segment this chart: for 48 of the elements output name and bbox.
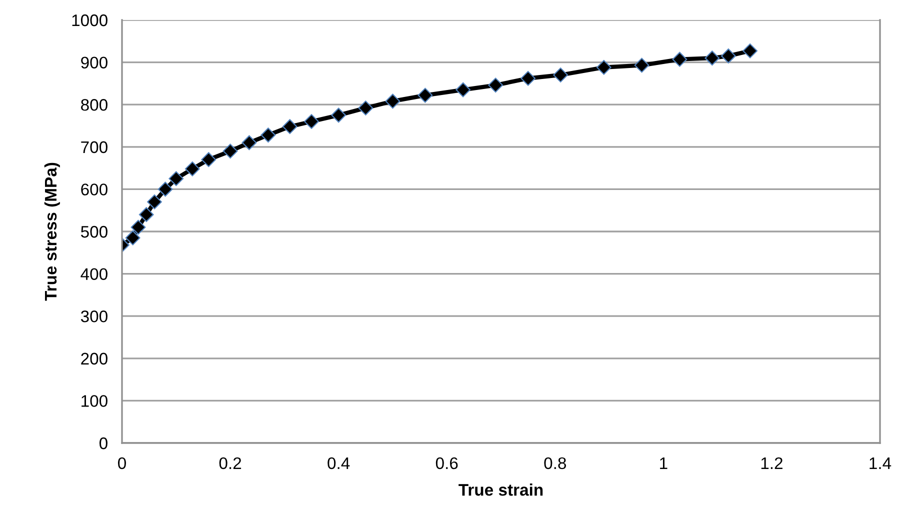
point bbox=[418, 88, 433, 103]
point bbox=[168, 171, 184, 186]
x-tick-label: 1.4 bbox=[870, 458, 892, 469]
x-tick-label: 0.8 bbox=[544, 457, 566, 470]
y-tick-label: 600 bbox=[81, 184, 108, 196]
point bbox=[634, 58, 650, 73]
y-tick-label: 700 bbox=[81, 141, 108, 154]
point bbox=[242, 135, 257, 150]
y-tick-label: 900 bbox=[81, 56, 108, 69]
point bbox=[147, 194, 162, 210]
point bbox=[385, 94, 400, 109]
point bbox=[201, 152, 216, 168]
point bbox=[184, 161, 200, 176]
x-tick-label: 1.2 bbox=[761, 457, 782, 469]
point bbox=[488, 78, 504, 93]
point bbox=[720, 48, 736, 64]
y-tick-label: 800 bbox=[81, 99, 108, 111]
point bbox=[456, 82, 471, 98]
y-tick-label: 500 bbox=[80, 226, 108, 238]
x-axis-title: True strain bbox=[458, 484, 543, 496]
y-tick-label: 0 bbox=[99, 437, 108, 450]
x-tick-label: 0.4 bbox=[328, 457, 350, 470]
y-tick-label: 300 bbox=[80, 310, 108, 322]
point bbox=[596, 60, 612, 75]
point bbox=[742, 43, 758, 58]
point bbox=[672, 52, 688, 67]
point bbox=[222, 144, 238, 159]
x-tick-label: 0.6 bbox=[436, 457, 458, 470]
y-axis-title: True stress (MPa) bbox=[44, 162, 60, 301]
x-tick-label: 0.2 bbox=[219, 457, 242, 470]
point bbox=[260, 128, 276, 142]
point bbox=[125, 230, 140, 246]
y-tick-label: 100 bbox=[82, 395, 108, 407]
y-tick-label: 400 bbox=[80, 268, 108, 280]
x-tick-label: 0 bbox=[118, 457, 126, 470]
point bbox=[282, 119, 298, 134]
point bbox=[553, 68, 568, 82]
point bbox=[704, 50, 720, 66]
point bbox=[130, 220, 146, 235]
point bbox=[158, 182, 173, 197]
point bbox=[304, 114, 319, 129]
point bbox=[358, 100, 374, 116]
y-tick-label: 200 bbox=[81, 352, 108, 365]
y-tick-label: 1000 bbox=[72, 14, 108, 26]
point bbox=[331, 108, 346, 123]
x-tick-label: 1 bbox=[660, 458, 668, 469]
point bbox=[520, 70, 536, 86]
point bbox=[138, 207, 154, 222]
